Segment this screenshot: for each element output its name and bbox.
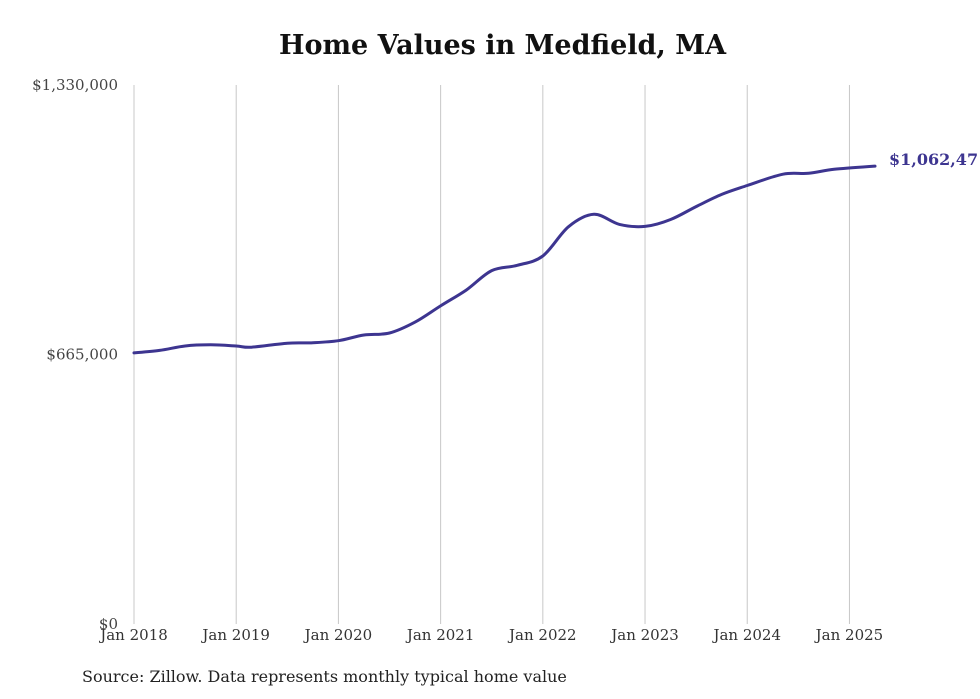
x-tick-label: Jan 2023	[609, 626, 679, 644]
end-value-label: $1,062,47	[889, 150, 978, 169]
y-axis-ticks: $0 $665,000 $1,330,000	[32, 76, 118, 633]
x-tick-label: Jan 2019	[200, 626, 270, 644]
series-line	[132, 164, 877, 355]
chart-title: Home Values in Medfield, MA	[278, 30, 727, 61]
y-tick-label: $1,330,000	[32, 76, 118, 94]
x-tick-label: Jan 2021	[405, 626, 475, 644]
x-tick-label: Jan 2022	[507, 626, 577, 644]
x-axis-ticks: Jan 2018 Jan 2019 Jan 2020 Jan 2021 Jan 2022…	[98, 626, 883, 644]
x-tick-label: Jan 2024	[711, 626, 781, 644]
x-tick-label: Jan 2025	[814, 626, 884, 644]
y-tick-label: $0	[99, 615, 118, 633]
x-tick-label: Jan 2020	[303, 626, 373, 644]
gridlines	[133, 85, 850, 624]
x-tick-label: Jan 2018	[98, 626, 168, 644]
y-tick-label: $665,000	[46, 346, 118, 364]
source-note: Source: Zillow. Data represents monthly …	[82, 667, 567, 686]
